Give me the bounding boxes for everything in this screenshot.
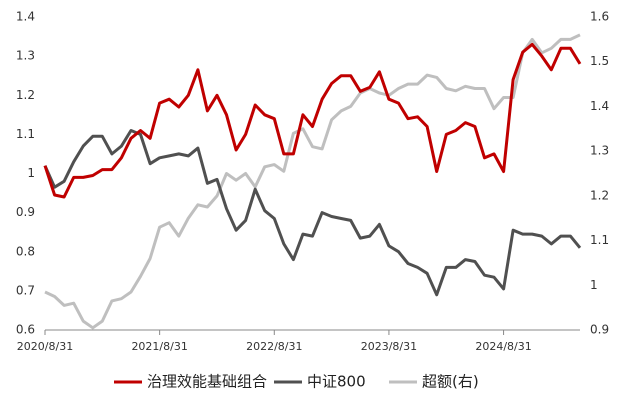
x-tick-label: 2024/8/31 — [475, 340, 531, 353]
y-tick-label: 1.2 — [16, 88, 35, 102]
x-tick-label: 2022/8/31 — [246, 340, 302, 353]
legend-label: 中证800 — [307, 373, 366, 391]
y2-tick-label: 1.4 — [590, 99, 609, 113]
series-line — [43, 129, 582, 297]
y2-tick-label: 1.5 — [590, 54, 609, 68]
y-tick-label: 1 — [27, 166, 35, 180]
x-tick-label: 2021/8/31 — [131, 340, 187, 353]
y-tick-label: 1.1 — [16, 127, 35, 141]
y-tick-label: 1.3 — [16, 49, 35, 63]
x-tick-label: 2020/8/31 — [17, 340, 73, 353]
y2-tick-label: 1.6 — [590, 10, 609, 24]
y2-tick-label: 1.3 — [590, 144, 609, 158]
y-tick-label: 0.8 — [16, 244, 35, 258]
series-line — [43, 42, 582, 199]
y-tick-label: 0.6 — [16, 323, 35, 337]
series-line — [44, 33, 581, 330]
y2-tick-label: 1 — [590, 278, 598, 292]
legend-label: 超额(右) — [422, 373, 479, 391]
y-tick-label: 0.9 — [16, 205, 35, 219]
y2-tick-label: 1.1 — [590, 233, 609, 247]
y-tick-label: 0.7 — [16, 283, 35, 297]
legend-label: 治理效能基础组合 — [147, 373, 267, 391]
y2-tick-label: 1.2 — [590, 188, 609, 202]
y-tick-label: 1.4 — [16, 10, 35, 24]
x-tick-label: 2023/8/31 — [361, 340, 417, 353]
legend: 治理效能基础组合 中证800 超额(右) — [114, 373, 479, 391]
y2-tick-label: 0.9 — [590, 323, 609, 337]
